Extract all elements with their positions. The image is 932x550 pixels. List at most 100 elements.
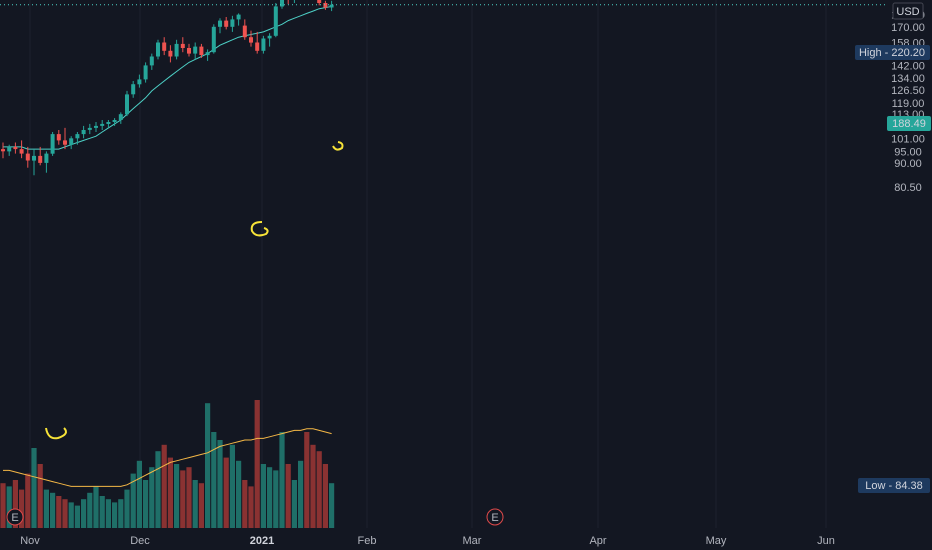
volume-bar: [248, 486, 254, 528]
time-tick-label: Feb: [358, 535, 377, 547]
price-tick-label: 95.00: [894, 146, 922, 158]
candle-body: [261, 38, 266, 51]
volume-bar: [99, 496, 105, 528]
volume-bar: [43, 489, 49, 528]
volume-bar: [68, 502, 74, 528]
candle-body: [205, 52, 210, 56]
candle-body: [94, 125, 98, 128]
candle-body: [317, 0, 322, 3]
candle-body: [156, 42, 160, 57]
candle-body: [230, 19, 235, 27]
volume-bars: [0, 400, 335, 528]
candle-body: [255, 42, 260, 51]
candle-body: [87, 127, 92, 130]
time-axis[interactable]: Nov Dec 2021 Feb Mar Apr May Jun: [20, 535, 835, 547]
earnings-marker-icon[interactable]: [6, 508, 24, 526]
volume-bar: [273, 470, 279, 528]
volume-bar: [0, 483, 6, 528]
candle-body: [50, 134, 55, 154]
candle-body: [7, 146, 12, 152]
volume-bar: [74, 505, 80, 528]
candle-body: [106, 122, 111, 124]
currency-label: USD: [896, 6, 919, 18]
high-badge: High - 220.20: [855, 45, 930, 60]
volume-bar: [56, 496, 62, 528]
volume-bar: [236, 460, 242, 528]
volume-bar: [260, 464, 266, 528]
volume-bar: [217, 440, 223, 528]
candle-body: [193, 46, 198, 54]
candlesticks: [1, 0, 334, 176]
candle-body: [125, 94, 129, 115]
volume-bar: [149, 467, 155, 528]
candle-body: [81, 130, 86, 135]
earnings-marker-label: E: [11, 512, 18, 524]
volume-bar: [304, 432, 310, 528]
candle-body: [168, 50, 173, 57]
volume-bar: [12, 480, 18, 528]
candle-body: [236, 14, 241, 20]
price-tick-label: 126.50: [891, 85, 925, 97]
candle-body: [19, 149, 24, 154]
candle-body: [267, 35, 272, 39]
volume-bar: [242, 480, 248, 528]
volume-bar: [105, 499, 111, 528]
time-tick-label: Dec: [130, 535, 150, 547]
time-tick-label: May: [706, 535, 727, 547]
volume-bar: [93, 486, 99, 528]
price-tick-label: 142.00: [891, 60, 925, 72]
price-tick-label: 134.00: [891, 73, 925, 85]
moving-average-line: [3, 5, 332, 150]
volume-bar: [130, 473, 136, 528]
candle-body: [38, 155, 43, 163]
highlight-mark: [250, 221, 269, 237]
volume-bar: [19, 489, 25, 528]
volume-bar: [329, 483, 335, 528]
volume-bar: [136, 460, 142, 528]
time-tick-label: Apr: [589, 535, 606, 547]
price-tick-label: 119.00: [892, 98, 925, 110]
time-tick-label: 2021: [250, 535, 274, 547]
grid: [29, 0, 827, 528]
candle-body: [149, 56, 154, 66]
time-tick-label: Mar: [463, 535, 482, 547]
price-tick-label: 80.50: [894, 182, 922, 194]
candle-body: [143, 65, 148, 80]
volume-moving-average-line: [3, 428, 332, 487]
low-label: Low - 84.38: [865, 480, 922, 492]
volume-bar: [124, 489, 130, 528]
volume-bar: [186, 467, 192, 528]
volume-bar: [198, 483, 204, 528]
candle-body: [44, 153, 49, 163]
candle-body: [69, 138, 74, 145]
candle-body: [131, 84, 136, 95]
price-axis[interactable]: 200.00180.00170.00158.00150.00142.00134.…: [891, 0, 925, 194]
volume-bar: [62, 499, 68, 528]
currency-badge[interactable]: USD: [892, 2, 924, 20]
volume-bar: [112, 502, 118, 528]
volume-bar: [6, 486, 12, 528]
volume-bar: [167, 457, 173, 528]
candle-body: [1, 149, 5, 152]
volume-bar: [174, 464, 180, 528]
time-tick-label: Jun: [817, 535, 835, 547]
volume-bar: [118, 499, 124, 528]
volume-bar: [155, 451, 161, 528]
candle-body: [187, 48, 191, 54]
volume-bar: [25, 473, 31, 528]
volume-bar: [81, 499, 87, 528]
candle-body: [280, 0, 284, 7]
volume-bar: [31, 448, 37, 528]
candle-body: [323, 3, 328, 8]
volume-bar: [143, 480, 149, 528]
hand-drawn-highlights: [45, 141, 344, 440]
price-tick-label: 170.00: [891, 22, 925, 34]
volume-bar: [211, 432, 217, 528]
earnings-marker-icon[interactable]: [486, 508, 504, 526]
low-badge: Low - 84.38: [858, 478, 930, 493]
volume-bar: [37, 464, 43, 528]
time-tick-label: Nov: [20, 535, 40, 547]
